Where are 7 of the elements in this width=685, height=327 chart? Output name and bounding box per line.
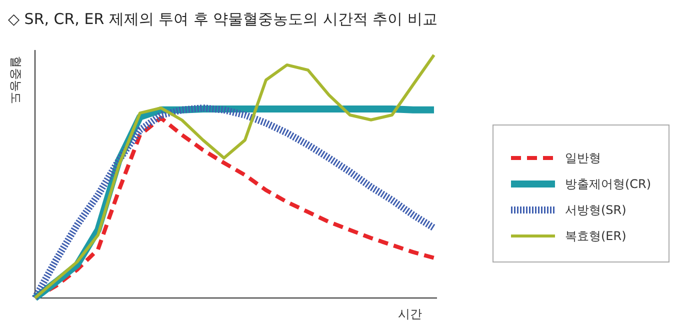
- legend-label: 복효형(ER): [565, 229, 626, 243]
- legend-label: 서방형(SR): [565, 203, 626, 217]
- y-axis-title: 혈중농도: [9, 56, 23, 104]
- legend-label: 일반형: [565, 151, 601, 165]
- chart-title: ◇ SR, CR, ER 제제의 투여 후 약물혈중농도의 시간적 추이 비교: [8, 10, 438, 28]
- legend-label: 방출제어형(CR): [565, 177, 652, 191]
- x-axis-title: 시간: [398, 307, 422, 321]
